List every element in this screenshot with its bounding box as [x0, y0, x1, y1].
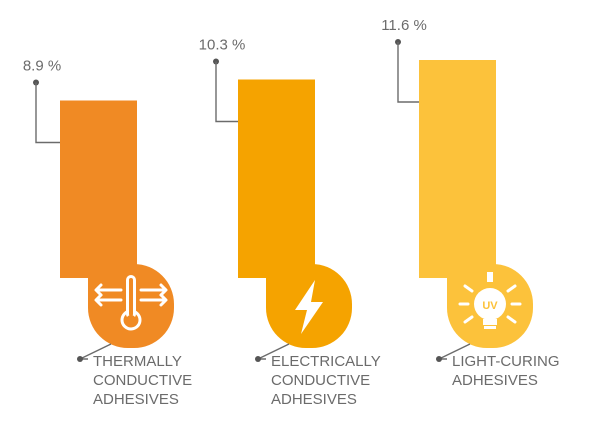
leaders-layer: [33, 39, 471, 362]
category-label-line: CONDUCTIVE: [93, 372, 192, 389]
bar: [419, 60, 496, 278]
category-leader-dot: [255, 356, 261, 362]
value-leader-line: [215, 61, 238, 123]
category-label-line: THERMALLY: [93, 353, 182, 370]
category-leader-dot: [436, 356, 442, 362]
category-label-line: ADHESIVES: [271, 391, 357, 408]
thermometer-icon: [94, 275, 168, 331]
category-label-line: ADHESIVES: [452, 372, 538, 389]
labels-layer: 8.9 % THERMALLY CONDUCTIVE ADHESIVES 10.3 % E…: [23, 17, 560, 408]
value-leader-line: [397, 42, 419, 103]
bar: [60, 100, 137, 278]
value-leader-line: [35, 82, 60, 144]
value-label: 11.6 %: [381, 17, 427, 34]
lightning-bolt-icon: [295, 280, 323, 334]
uv-icon-text: UV: [482, 300, 498, 312]
category-label: ELECTRICALLY CONDUCTIVE ADHESIVES: [271, 353, 381, 408]
bar: [238, 79, 315, 278]
category-label-line: ELECTRICALLY: [271, 353, 381, 370]
category-label: LIGHT-CURING ADHESIVES: [452, 353, 560, 389]
category-label-line: LIGHT-CURING: [452, 353, 560, 370]
category-label-line: CONDUCTIVE: [271, 372, 370, 389]
category-label: THERMALLY CONDUCTIVE ADHESIVES: [93, 353, 192, 408]
value-label: 8.9 %: [23, 58, 61, 75]
bars-layer: UV: [60, 60, 533, 348]
category-label-line: ADHESIVES: [93, 391, 179, 408]
uv-lightbulb-icon: UV: [458, 272, 522, 329]
value-label: 10.3 %: [199, 37, 246, 54]
category-leader-dot: [77, 356, 83, 362]
